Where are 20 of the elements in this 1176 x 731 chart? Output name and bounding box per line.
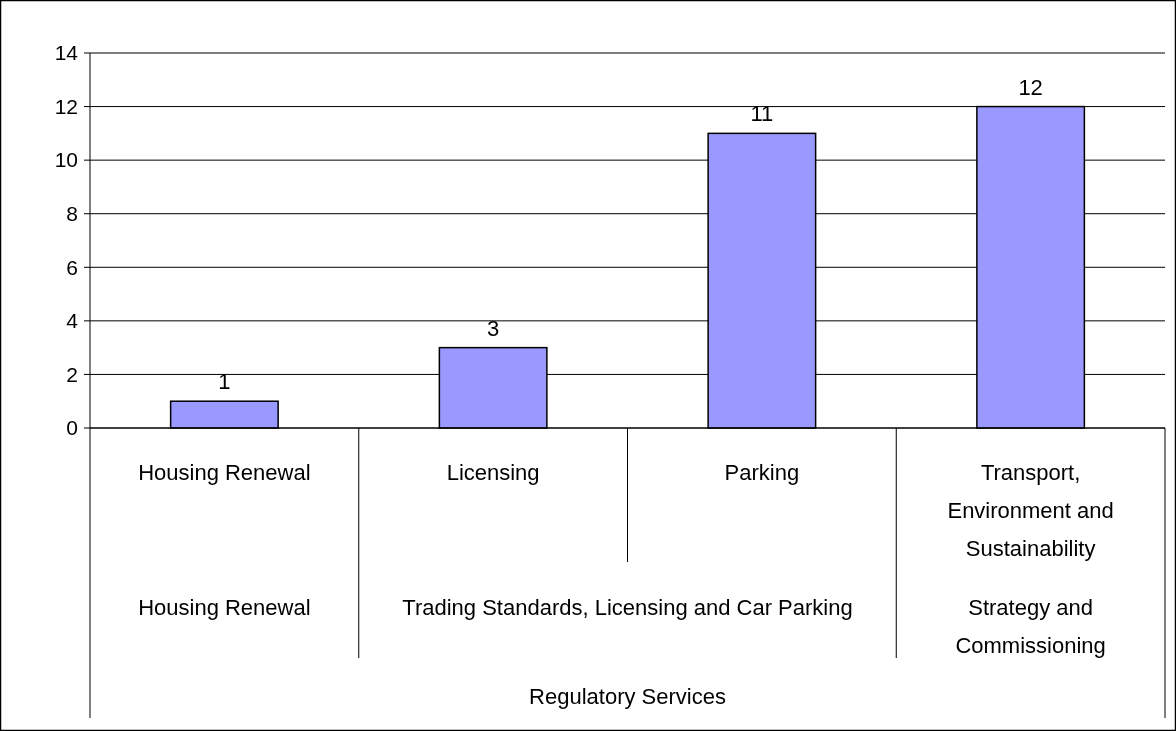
text: Housing Renewal bbox=[138, 595, 311, 620]
y-tick-label: 6 bbox=[66, 255, 78, 279]
text: Trading Standards, Licensing and Car Parking bbox=[402, 595, 853, 620]
text: Strategy and Commissioning bbox=[955, 595, 1106, 658]
y-tick-label: 0 bbox=[66, 416, 78, 440]
y-tick-label: 4 bbox=[66, 309, 79, 333]
x-tick-label: Parking bbox=[724, 460, 800, 485]
y-tick-label: 14 bbox=[54, 41, 79, 65]
y-tick-label: 12 bbox=[54, 94, 78, 118]
text: Regulatory Services bbox=[529, 684, 726, 709]
data-label: 12 bbox=[1018, 74, 1043, 100]
data-label: 1 bbox=[218, 369, 231, 395]
y-tick-label: 8 bbox=[66, 202, 78, 226]
x-tick-label: Transport, Environment and Sustainability bbox=[947, 460, 1114, 561]
y-tick-label: 2 bbox=[66, 362, 78, 386]
y-tick-label: 10 bbox=[54, 148, 78, 172]
data-label: 3 bbox=[487, 315, 500, 341]
x-tick-label: Licensing bbox=[446, 460, 540, 485]
x-tick-label: Housing Renewal bbox=[138, 460, 311, 485]
data-label: 11 bbox=[750, 101, 774, 127]
